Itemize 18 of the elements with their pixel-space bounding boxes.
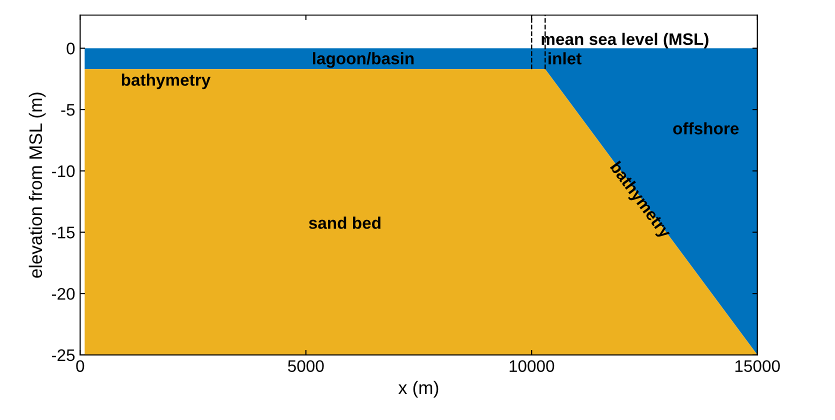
annotation: offshore bbox=[673, 122, 739, 134]
y-tick-label: -25 bbox=[52, 349, 75, 362]
y-tick-label: -20 bbox=[52, 288, 75, 300]
x-tick-label: 15000 bbox=[735, 360, 780, 372]
annotation: sand bed bbox=[308, 216, 380, 229]
y-tick-label: -10 bbox=[52, 165, 75, 178]
y-axis-title: elevation from MSL (m) bbox=[28, 92, 46, 278]
x-tick-label: 10000 bbox=[510, 360, 554, 372]
x-axis-title: x (m) bbox=[398, 380, 438, 398]
y-tick-label: 0 bbox=[66, 42, 75, 54]
y-tick-label: -5 bbox=[61, 104, 75, 116]
annotation: bathymetry bbox=[122, 74, 211, 90]
annotation: inlet bbox=[548, 52, 582, 64]
y-tick-label: -15 bbox=[52, 226, 75, 238]
x-tick-label: 5000 bbox=[288, 360, 324, 372]
x-tick-label: 0 bbox=[76, 360, 84, 372]
annotation: lagoon/basin bbox=[313, 52, 414, 68]
annotation: mean sea level (MSL) bbox=[542, 32, 708, 48]
